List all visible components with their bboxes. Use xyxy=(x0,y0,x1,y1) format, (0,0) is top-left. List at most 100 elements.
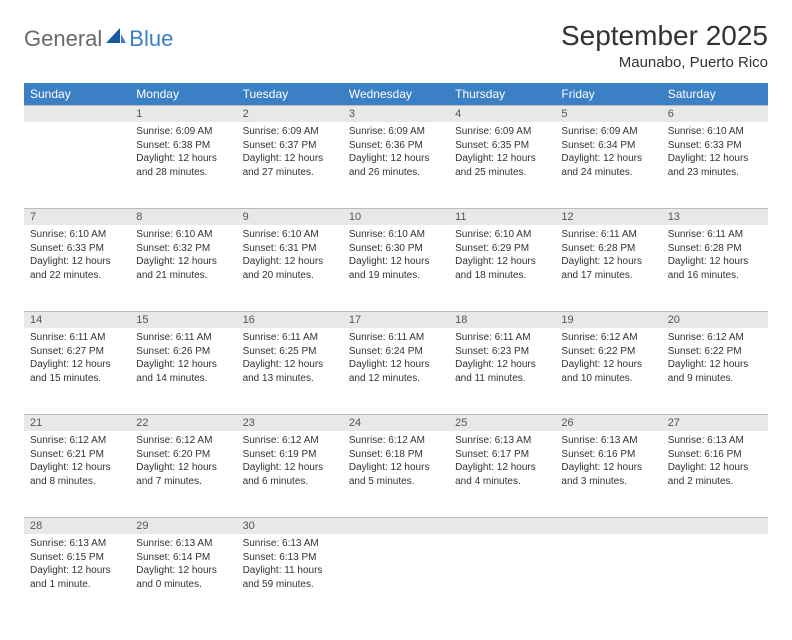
sunrise-text: Sunrise: 6:12 AM xyxy=(243,434,337,448)
weekday-header-row: Sunday Monday Tuesday Wednesday Thursday… xyxy=(24,83,768,105)
month-title: September 2025 xyxy=(561,20,768,52)
day-details: Sunrise: 6:10 AMSunset: 6:31 PMDaylight:… xyxy=(237,225,343,288)
day-number-cell xyxy=(24,105,130,122)
day-details: Sunrise: 6:09 AMSunset: 6:34 PMDaylight:… xyxy=(555,122,661,185)
day-details: Sunrise: 6:13 AMSunset: 6:15 PMDaylight:… xyxy=(24,534,130,597)
day-number-cell: 30 xyxy=(237,517,343,534)
day-number-cell: 16 xyxy=(237,311,343,328)
day-number-cell: 21 xyxy=(24,414,130,431)
sunset-text: Sunset: 6:33 PM xyxy=(30,242,124,256)
day-cell: Sunrise: 6:13 AMSunset: 6:15 PMDaylight:… xyxy=(24,534,130,620)
day-number: 15 xyxy=(130,311,236,328)
day-number: 5 xyxy=(555,105,661,122)
day-number-cell: 22 xyxy=(130,414,236,431)
sunset-text: Sunset: 6:16 PM xyxy=(668,448,762,462)
day-cell: Sunrise: 6:13 AMSunset: 6:16 PMDaylight:… xyxy=(555,431,661,517)
day-cell: Sunrise: 6:09 AMSunset: 6:35 PMDaylight:… xyxy=(449,122,555,208)
sunrise-text: Sunrise: 6:11 AM xyxy=(455,331,549,345)
day-cell: Sunrise: 6:12 AMSunset: 6:22 PMDaylight:… xyxy=(662,328,768,414)
day-details: Sunrise: 6:11 AMSunset: 6:25 PMDaylight:… xyxy=(237,328,343,391)
sunset-text: Sunset: 6:23 PM xyxy=(455,345,549,359)
day-number: 12 xyxy=(555,208,661,225)
sunrise-text: Sunrise: 6:11 AM xyxy=(561,228,655,242)
day-details: Sunrise: 6:10 AMSunset: 6:33 PMDaylight:… xyxy=(24,225,130,288)
sunset-text: Sunset: 6:26 PM xyxy=(136,345,230,359)
daylight-text: Daylight: 12 hours and 17 minutes. xyxy=(561,255,655,282)
daylight-text: Daylight: 12 hours and 11 minutes. xyxy=(455,358,549,385)
day-number xyxy=(662,517,768,534)
day-details: Sunrise: 6:13 AMSunset: 6:13 PMDaylight:… xyxy=(237,534,343,597)
day-number: 10 xyxy=(343,208,449,225)
sunset-text: Sunset: 6:13 PM xyxy=(243,551,337,565)
day-number xyxy=(555,517,661,534)
day-number-cell: 17 xyxy=(343,311,449,328)
day-cell: Sunrise: 6:12 AMSunset: 6:22 PMDaylight:… xyxy=(555,328,661,414)
day-details: Sunrise: 6:12 AMSunset: 6:22 PMDaylight:… xyxy=(555,328,661,391)
day-details: Sunrise: 6:10 AMSunset: 6:30 PMDaylight:… xyxy=(343,225,449,288)
sunrise-text: Sunrise: 6:11 AM xyxy=(349,331,443,345)
daylight-text: Daylight: 12 hours and 18 minutes. xyxy=(455,255,549,282)
sunset-text: Sunset: 6:30 PM xyxy=(349,242,443,256)
day-cell: Sunrise: 6:12 AMSunset: 6:19 PMDaylight:… xyxy=(237,431,343,517)
weekday-header: Friday xyxy=(555,83,661,105)
day-cell: Sunrise: 6:10 AMSunset: 6:30 PMDaylight:… xyxy=(343,225,449,311)
day-number-row: 21222324252627 xyxy=(24,414,768,431)
day-number: 2 xyxy=(237,105,343,122)
sunset-text: Sunset: 6:35 PM xyxy=(455,139,549,153)
day-cell: Sunrise: 6:10 AMSunset: 6:31 PMDaylight:… xyxy=(237,225,343,311)
sunrise-text: Sunrise: 6:10 AM xyxy=(30,228,124,242)
sunset-text: Sunset: 6:14 PM xyxy=(136,551,230,565)
day-details: Sunrise: 6:10 AMSunset: 6:33 PMDaylight:… xyxy=(662,122,768,185)
day-details: Sunrise: 6:09 AMSunset: 6:37 PMDaylight:… xyxy=(237,122,343,185)
sunrise-text: Sunrise: 6:13 AM xyxy=(243,537,337,551)
day-number-cell: 12 xyxy=(555,208,661,225)
sunset-text: Sunset: 6:22 PM xyxy=(561,345,655,359)
sunrise-text: Sunrise: 6:13 AM xyxy=(136,537,230,551)
day-cell xyxy=(449,534,555,620)
daylight-text: Daylight: 12 hours and 28 minutes. xyxy=(136,152,230,179)
day-number-cell: 7 xyxy=(24,208,130,225)
logo-sail-icon xyxy=(106,28,126,51)
sunrise-text: Sunrise: 6:09 AM xyxy=(349,125,443,139)
day-cell: Sunrise: 6:11 AMSunset: 6:28 PMDaylight:… xyxy=(662,225,768,311)
day-details: Sunrise: 6:11 AMSunset: 6:26 PMDaylight:… xyxy=(130,328,236,391)
location-label: Maunabo, Puerto Rico xyxy=(561,54,768,71)
daylight-text: Daylight: 12 hours and 2 minutes. xyxy=(668,461,762,488)
sunrise-text: Sunrise: 6:13 AM xyxy=(455,434,549,448)
day-details: Sunrise: 6:13 AMSunset: 6:16 PMDaylight:… xyxy=(662,431,768,494)
day-cell: Sunrise: 6:09 AMSunset: 6:38 PMDaylight:… xyxy=(130,122,236,208)
sunset-text: Sunset: 6:18 PM xyxy=(349,448,443,462)
day-number: 19 xyxy=(555,311,661,328)
day-number-cell xyxy=(662,517,768,534)
sunrise-text: Sunrise: 6:09 AM xyxy=(561,125,655,139)
day-details: Sunrise: 6:12 AMSunset: 6:20 PMDaylight:… xyxy=(130,431,236,494)
day-details: Sunrise: 6:12 AMSunset: 6:21 PMDaylight:… xyxy=(24,431,130,494)
sunrise-text: Sunrise: 6:10 AM xyxy=(455,228,549,242)
daylight-text: Daylight: 12 hours and 12 minutes. xyxy=(349,358,443,385)
sunset-text: Sunset: 6:17 PM xyxy=(455,448,549,462)
sunrise-text: Sunrise: 6:12 AM xyxy=(561,331,655,345)
sunrise-text: Sunrise: 6:13 AM xyxy=(30,537,124,551)
day-body-row: Sunrise: 6:11 AM Sunset: 6:27 PM Daylight:… xyxy=(24,328,768,414)
calendar-page: General Blue September 2025 Maunabo, Pue… xyxy=(0,0,792,640)
day-number-cell: 20 xyxy=(662,311,768,328)
day-number-cell: 27 xyxy=(662,414,768,431)
day-details: Sunrise: 6:12 AMSunset: 6:19 PMDaylight:… xyxy=(237,431,343,494)
day-number-cell: 24 xyxy=(343,414,449,431)
day-cell: Sunrise: 6:10 AMSunset: 6:29 PMDaylight:… xyxy=(449,225,555,311)
sunrise-text: Sunrise: 6:12 AM xyxy=(30,434,124,448)
day-cell: Sunrise: 6:13 AMSunset: 6:14 PMDaylight:… xyxy=(130,534,236,620)
weekday-header: Sunday xyxy=(24,83,130,105)
day-number-cell: 13 xyxy=(662,208,768,225)
sunrise-text: Sunrise: 6:11 AM xyxy=(136,331,230,345)
day-number-cell: 14 xyxy=(24,311,130,328)
day-number-cell: 25 xyxy=(449,414,555,431)
day-cell: Sunrise: 6:13 AMSunset: 6:13 PMDaylight:… xyxy=(237,534,343,620)
weekday-header: Saturday xyxy=(662,83,768,105)
title-block: September 2025 Maunabo, Puerto Rico xyxy=(561,20,768,71)
sunset-text: Sunset: 6:27 PM xyxy=(30,345,124,359)
day-number: 13 xyxy=(662,208,768,225)
sunset-text: Sunset: 6:38 PM xyxy=(136,139,230,153)
day-number xyxy=(343,517,449,534)
day-details: Sunrise: 6:12 AMSunset: 6:22 PMDaylight:… xyxy=(662,328,768,391)
